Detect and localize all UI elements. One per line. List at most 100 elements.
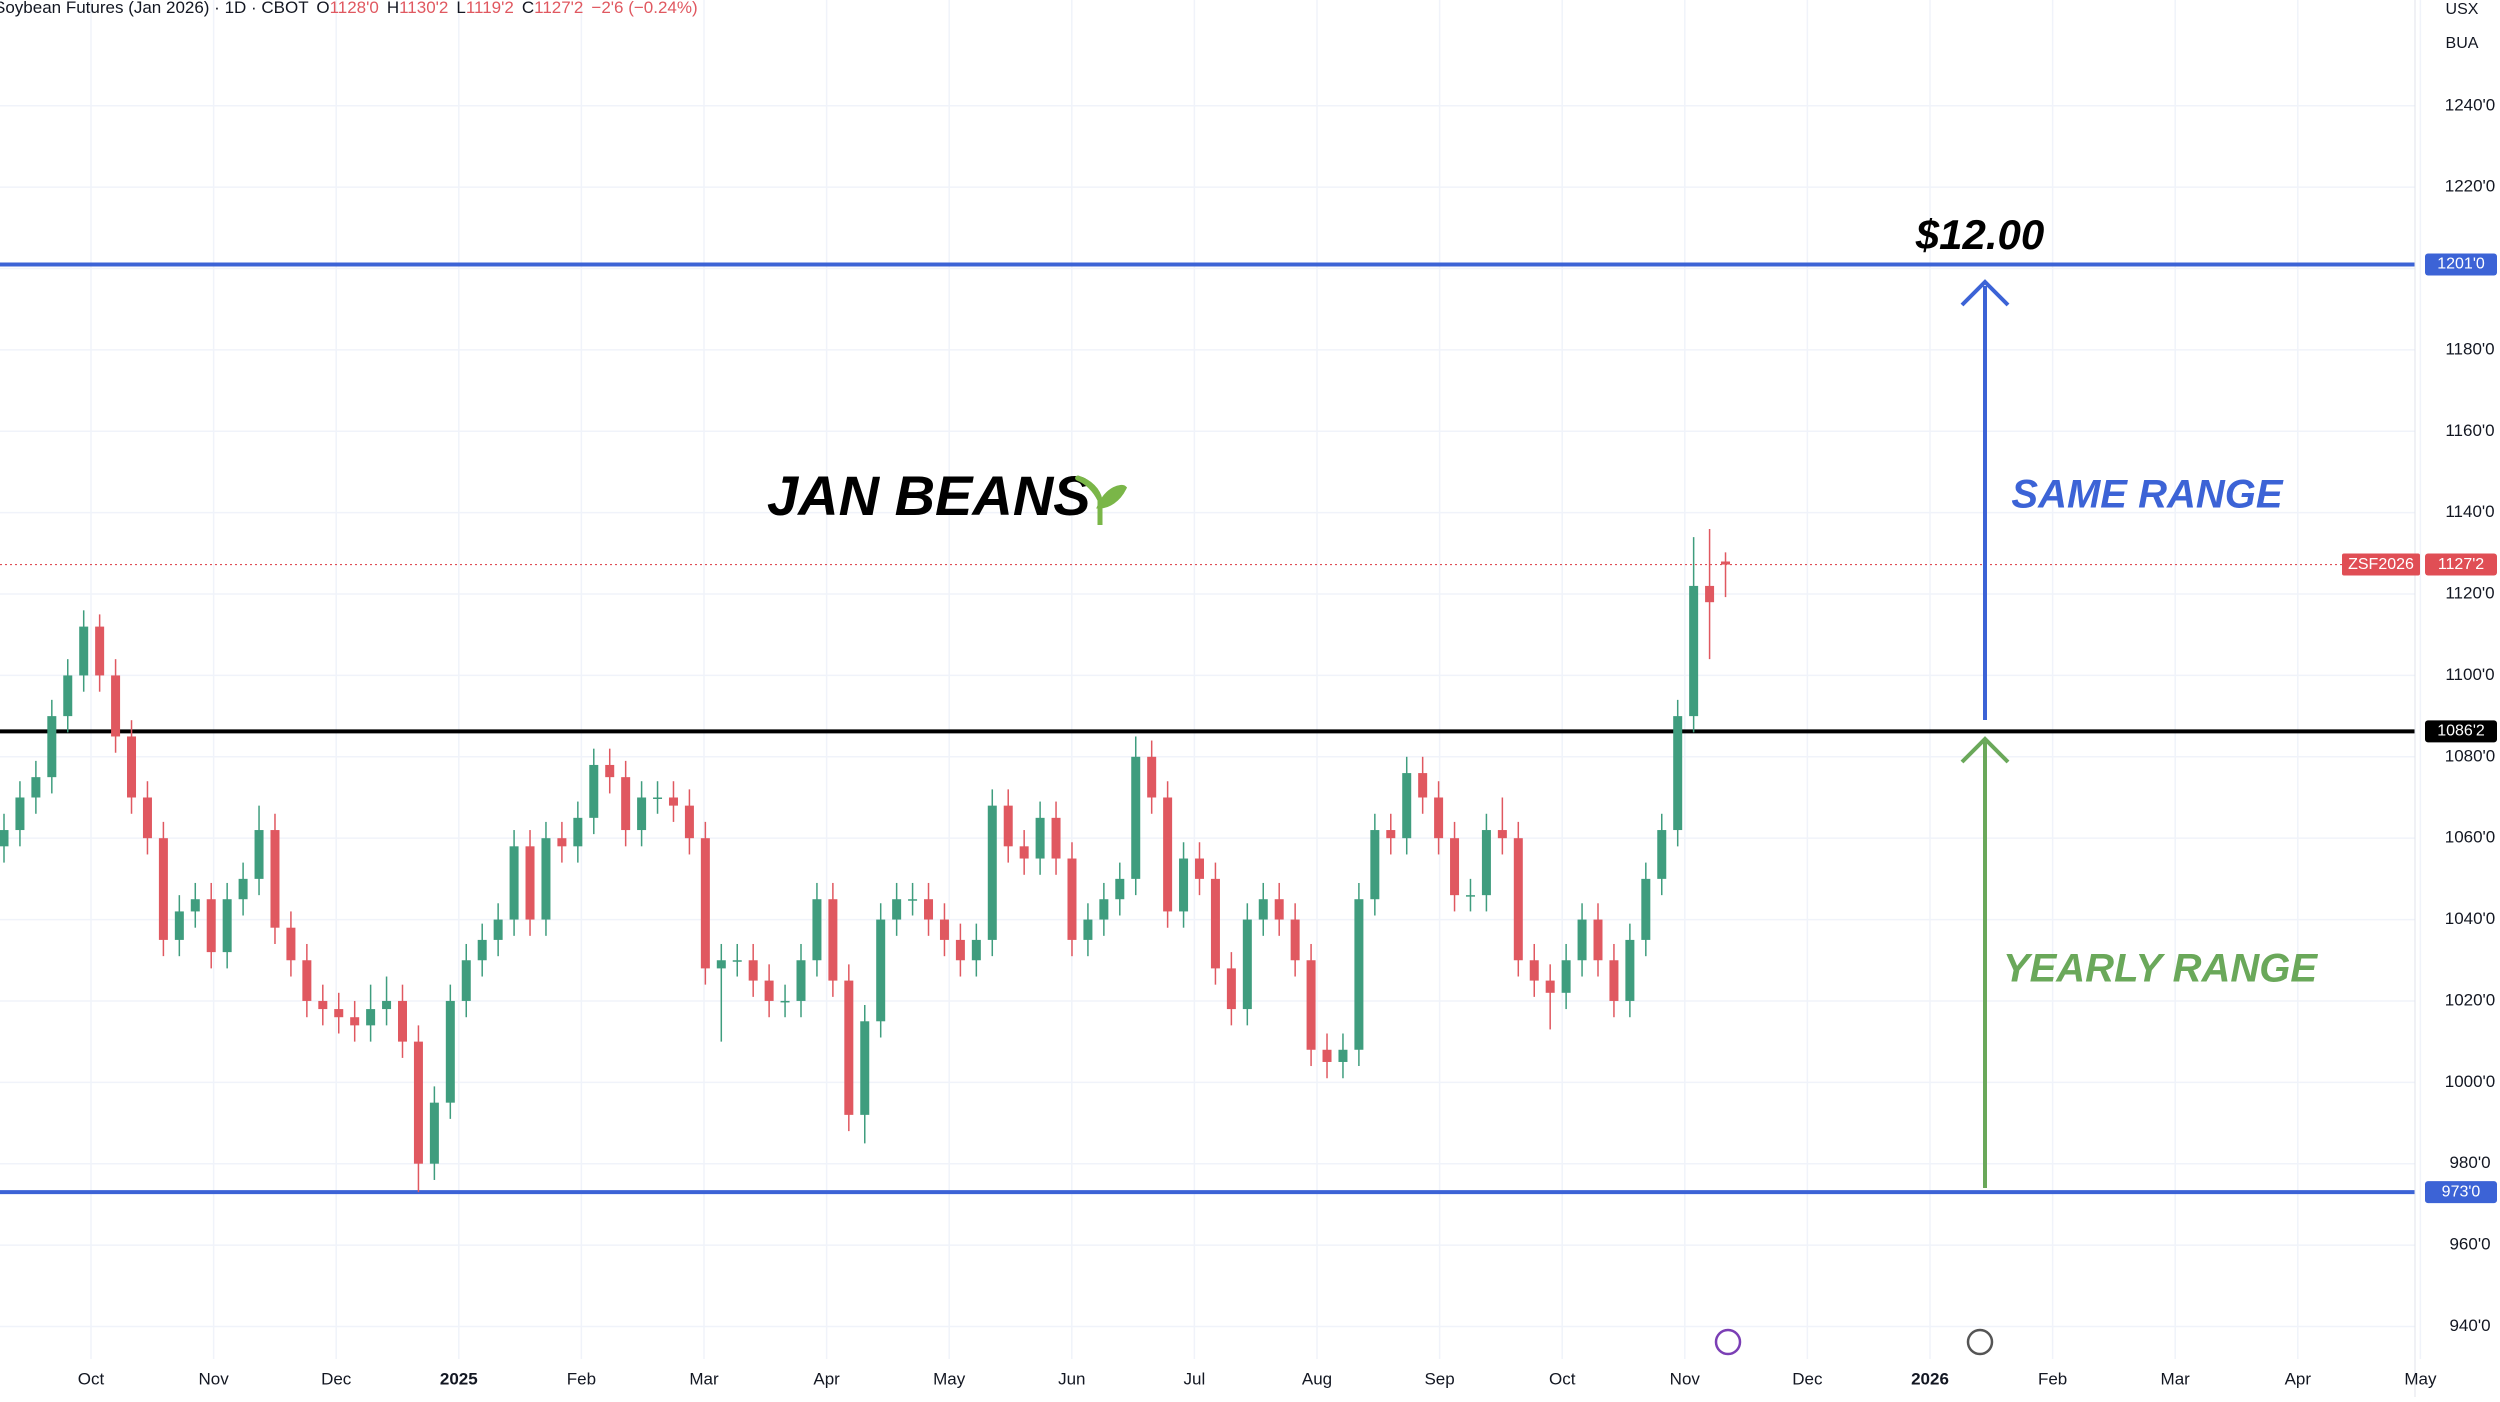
legend-value: 1130'2 <box>399 0 448 17</box>
candle-body <box>637 797 647 831</box>
candle-body <box>589 764 599 818</box>
candle-body <box>1179 858 1189 912</box>
candle-body <box>1147 756 1157 798</box>
title-annotation: JAN BEANS <box>767 464 1091 527</box>
candle-body <box>47 716 57 778</box>
candles <box>0 528 1731 1193</box>
candle-body <box>461 960 471 1001</box>
candle-body <box>1163 797 1173 912</box>
candle-body <box>31 777 41 798</box>
candle-body <box>892 899 902 920</box>
candle-body <box>764 980 774 1001</box>
candle-body <box>1561 960 1571 993</box>
candle-body <box>1529 960 1539 981</box>
candle-body <box>748 960 758 981</box>
legend-key: H <box>387 0 399 17</box>
candle-body <box>939 919 949 940</box>
candle-body <box>1131 756 1141 879</box>
candle-body <box>1609 960 1619 1001</box>
candle-body <box>1721 561 1731 565</box>
candle-body <box>605 764 615 778</box>
candle-body <box>971 939 981 961</box>
candle-body <box>1657 830 1667 879</box>
candle-body <box>732 960 742 962</box>
candle-body <box>653 797 663 799</box>
x-tick-label: 2026 <box>1911 1369 1949 1388</box>
candle-body <box>1673 716 1683 831</box>
candle-body <box>0 830 9 847</box>
axis: 940'0 960'0 980'0 1000'0 1020'0 1040'0 1060'0 1… <box>78 95 2497 1388</box>
x-tick-label: 2025 <box>440 1369 478 1388</box>
legend-value: 1127'2 <box>534 0 583 17</box>
candle-body <box>174 911 184 940</box>
x-tick-label: Apr <box>2285 1369 2312 1388</box>
candle-body <box>63 675 73 717</box>
candle-body <box>1067 858 1077 940</box>
x-tick-label: Nov <box>1670 1369 1701 1388</box>
x-tick-label: Dec <box>1792 1369 1823 1388</box>
yearly-range-label: YEARLY RANGE <box>2003 947 2318 991</box>
candle-body <box>525 846 535 920</box>
level-badge <box>2425 253 2497 276</box>
candle-body <box>908 899 918 901</box>
candle-body <box>142 797 152 839</box>
candle-body <box>1481 830 1491 896</box>
candle-body <box>1083 919 1093 940</box>
legend-key: L <box>456 0 465 17</box>
candle-body <box>1115 878 1125 900</box>
candle-body <box>876 919 886 1022</box>
candle-body <box>1370 830 1380 900</box>
candle-body <box>1210 878 1220 969</box>
candle-body <box>1577 919 1587 961</box>
legend-value: 1128'0 <box>330 0 379 17</box>
candle-body <box>796 960 806 1001</box>
candle-body <box>1306 960 1316 1050</box>
candle-body <box>158 838 168 940</box>
candle-body <box>1099 899 1109 920</box>
x-tick-label: Oct <box>1549 1369 1576 1388</box>
candle-body <box>1434 797 1444 839</box>
candle-body <box>509 846 519 920</box>
candle-body <box>684 805 694 839</box>
y-tick-label: 1160'0 <box>2445 421 2494 440</box>
candle-body <box>127 736 137 798</box>
x-tick-label: Feb <box>2038 1369 2067 1388</box>
candle-body <box>1497 830 1507 839</box>
candle-body <box>1386 830 1396 839</box>
candle-body <box>1465 895 1475 897</box>
candle-body <box>573 817 583 847</box>
y-tick-label: 960'0 <box>2449 1235 2490 1254</box>
same-range-arrow <box>1960 279 2010 720</box>
symbol-label: ZSF2026 <box>2348 556 2414 573</box>
y-tick-label: 1220'0 <box>2445 177 2496 196</box>
sprout-icon <box>1075 475 1128 525</box>
candle-body <box>445 1000 455 1103</box>
x-tick-label: Feb <box>567 1369 596 1388</box>
candle-body <box>1513 838 1523 961</box>
candle-body <box>1450 838 1460 896</box>
candle-body <box>15 797 25 831</box>
x-tick-label: Mar <box>689 1369 719 1388</box>
header-legend: O1128'0 H1130'2 L1119'2 C1127'2 <box>316 0 583 17</box>
currency: USX <box>2446 1 2479 18</box>
event-icon[interactable] <box>1966 1328 1994 1356</box>
level-label: 1201'0 <box>2437 256 2485 273</box>
candle-body <box>1641 878 1651 940</box>
candle-body <box>95 626 105 676</box>
candle-body <box>1195 858 1204 879</box>
event-icon[interactable] <box>1714 1328 1742 1356</box>
y-tick-label: 1100'0 <box>2445 665 2494 684</box>
symbol-badge <box>2342 553 2420 576</box>
candle-body <box>860 1021 870 1115</box>
candle-body <box>366 1009 376 1026</box>
x-tick-label: Dec <box>321 1369 352 1388</box>
level-label: 973'0 <box>2442 1183 2481 1200</box>
candle-body <box>429 1102 439 1164</box>
level-badge <box>2425 720 2497 743</box>
x-tick-label: Jul <box>1184 1369 1206 1388</box>
candle-body <box>700 838 710 969</box>
header-change: −2'6 (−0.24%) <box>591 0 697 17</box>
level-badge <box>2425 1181 2497 1204</box>
price-badge <box>2425 553 2497 576</box>
